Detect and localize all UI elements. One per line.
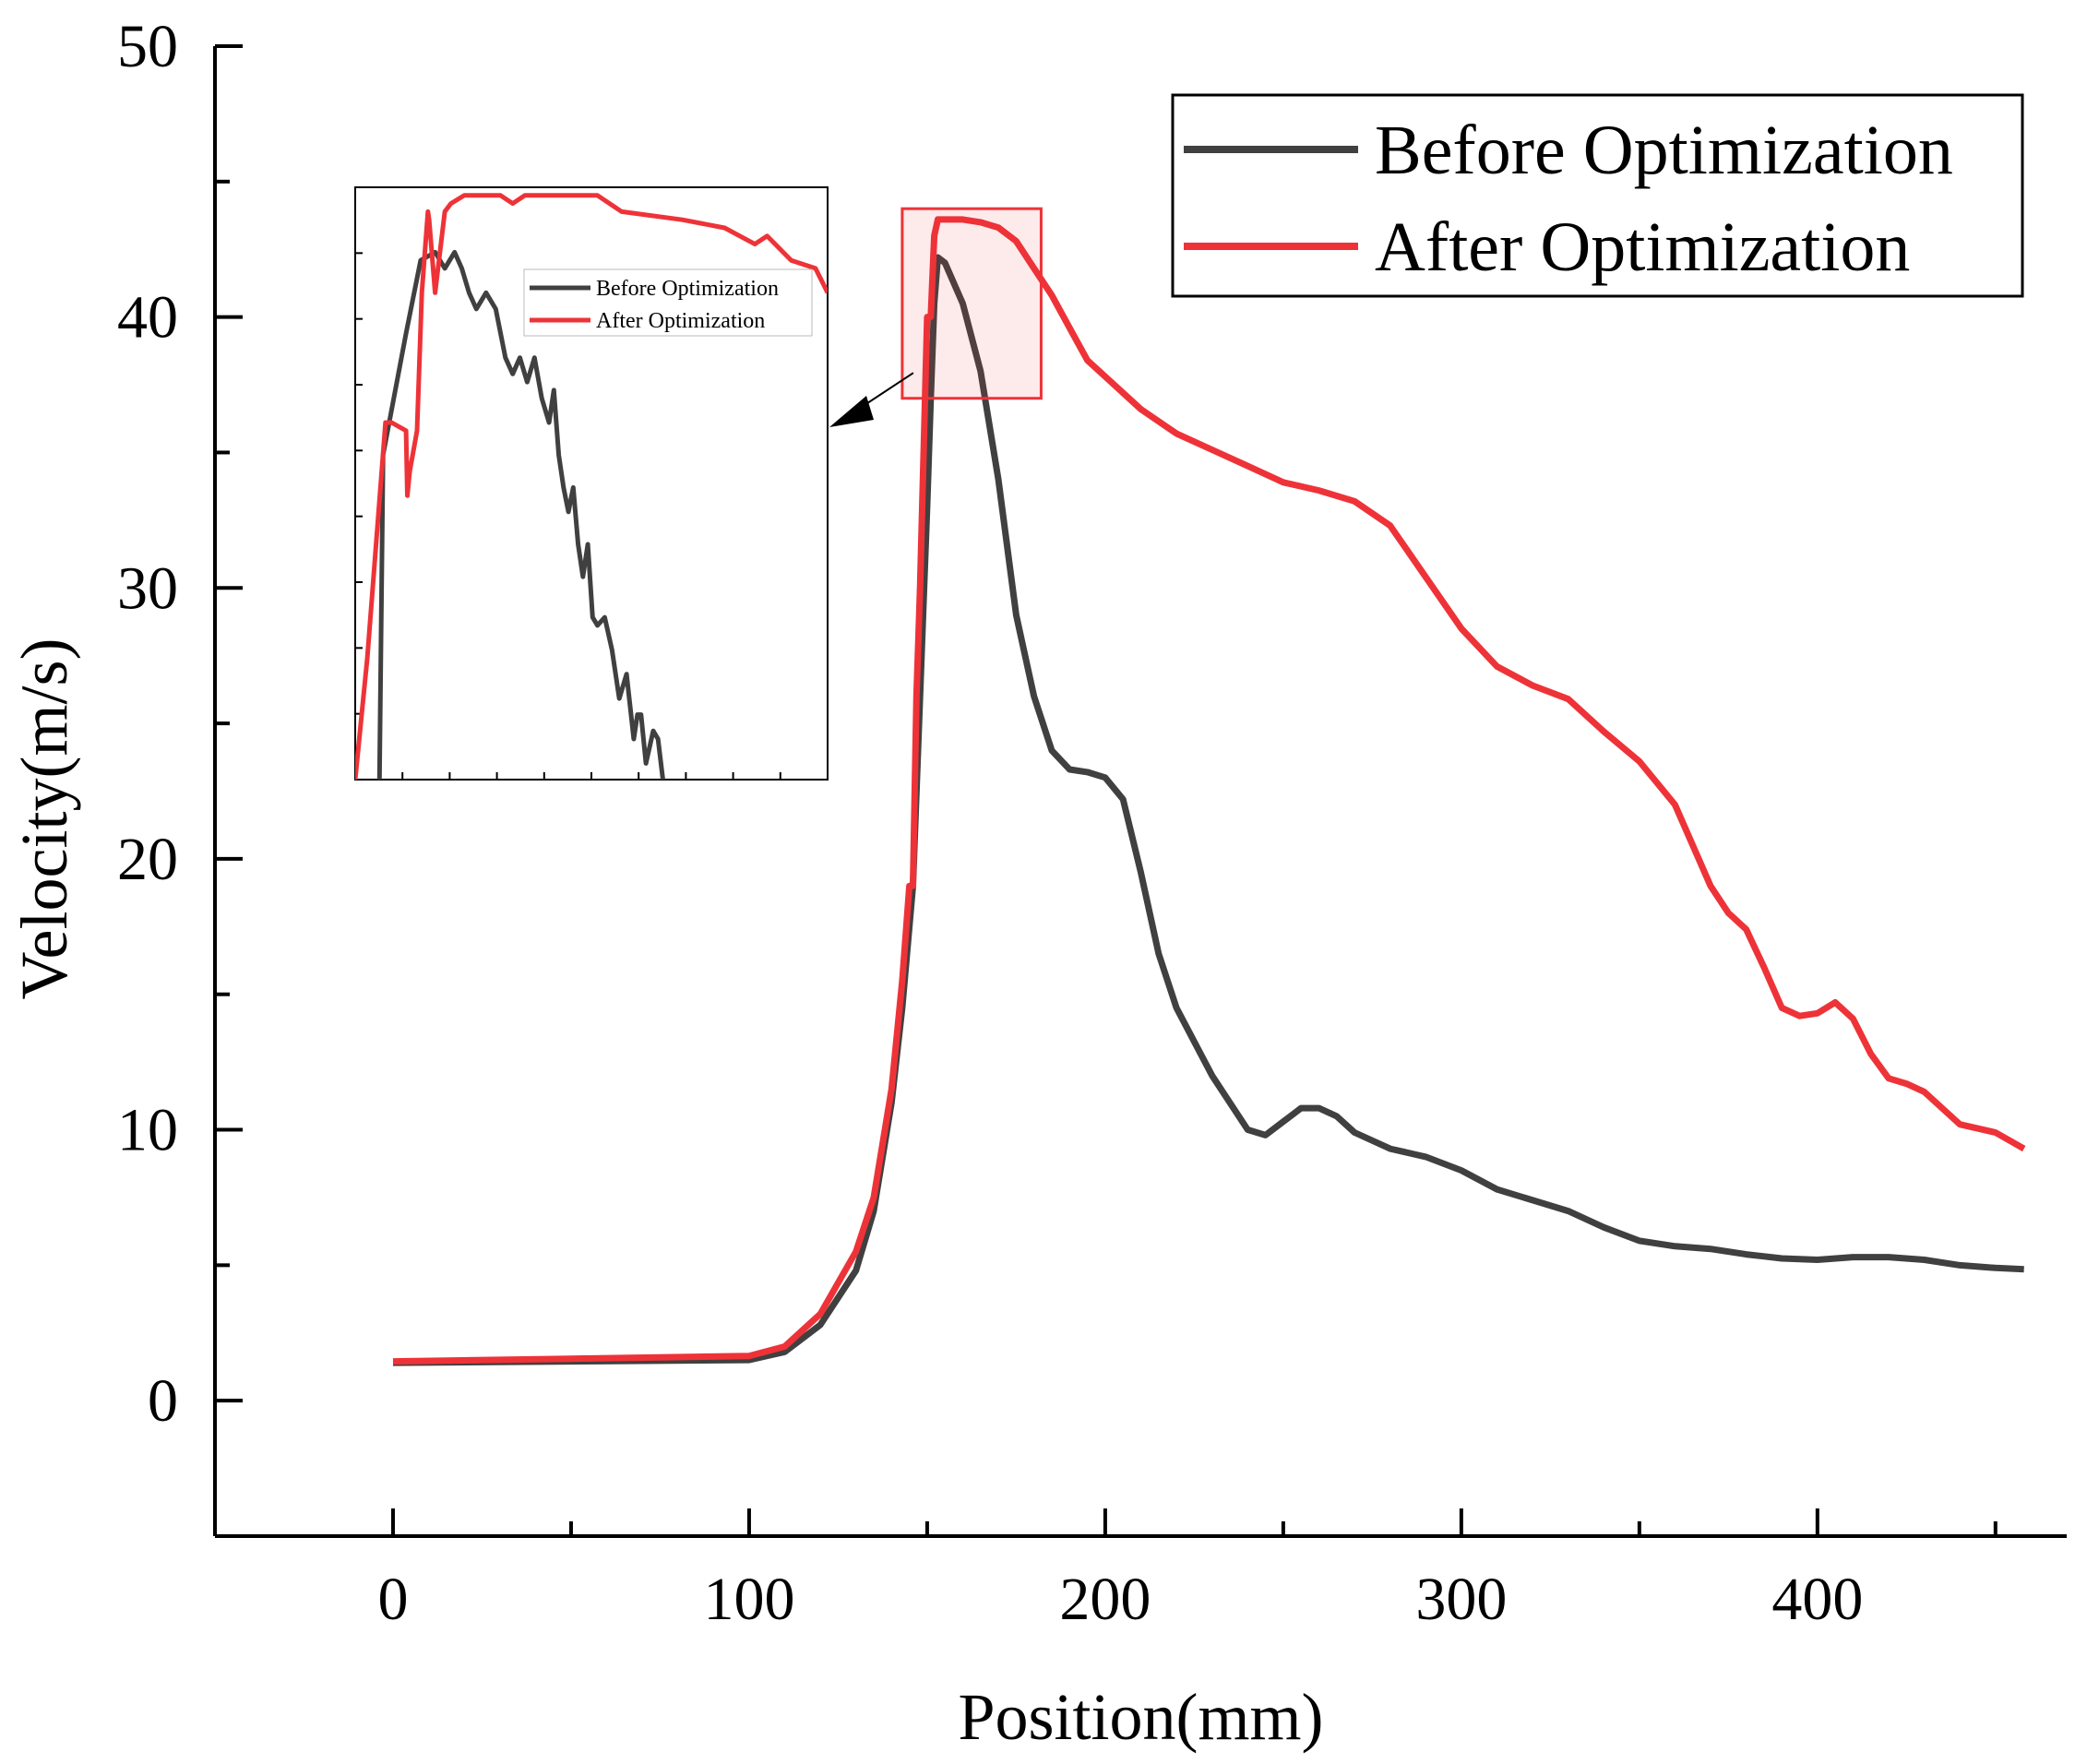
inset-series-before-optimization [376, 249, 665, 780]
inset-zoom-panel: Before Optimization After Optimization [354, 186, 829, 781]
series-after-optimization [392, 216, 2026, 1365]
y-tick-label: 30 [117, 554, 178, 622]
legend-label: After Optimization [1375, 209, 1910, 286]
y-axis-title: Velocity(m/s) [7, 638, 81, 1000]
inset-series-after-optimization [355, 193, 828, 780]
inset-series [355, 193, 828, 780]
inset-legend-label: Before Optimization [596, 277, 779, 301]
legend-label: Before Optimization [1375, 112, 1953, 189]
y-tick-label: 0 [148, 1367, 178, 1435]
x-tick-label: 200 [1059, 1566, 1151, 1633]
inset-legend-box [523, 268, 813, 337]
y-tick-label: 50 [117, 13, 178, 80]
inset-legend: Before Optimization After Optimization [523, 268, 813, 337]
main-series [392, 216, 2026, 1366]
legend-box [1171, 93, 2024, 298]
x-tick-label: 300 [1415, 1566, 1507, 1633]
y-tick-label: 40 [117, 284, 178, 352]
x-tick-label: 400 [1771, 1566, 1863, 1633]
inset-legend-label: After Optimization [596, 309, 765, 333]
zoom-region-box [900, 207, 1043, 400]
zoom-arrow-head [829, 396, 874, 427]
x-tick-label: 0 [377, 1566, 408, 1633]
x-axis-title: Position(mm) [958, 1680, 1323, 1754]
main-ticks: 0 10 20 30 40 50 0 100 200 300 400 [117, 13, 1997, 1633]
x-tick-label: 100 [703, 1566, 794, 1633]
y-tick-label: 20 [117, 826, 178, 893]
main-axes [213, 46, 2067, 1538]
legend: Before Optimization After Optimization [1171, 93, 2024, 298]
y-tick-label: 10 [117, 1097, 178, 1164]
highlight-box [829, 207, 1043, 427]
